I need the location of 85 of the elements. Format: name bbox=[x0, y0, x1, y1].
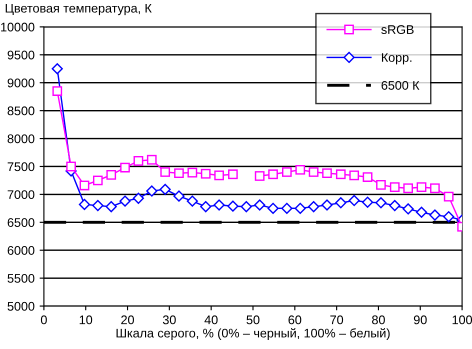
legend-label: Корр. bbox=[382, 53, 412, 64]
x-axis-title: Шкала серого, % (0% – черный, 100% – белый) bbox=[116, 328, 390, 340]
point bbox=[227, 200, 239, 212]
point bbox=[78, 198, 90, 210]
y-tick-label: 6500 bbox=[8, 218, 34, 227]
point bbox=[267, 202, 279, 214]
point bbox=[92, 176, 103, 186]
point bbox=[200, 201, 212, 212]
y-tick-label: 6000 bbox=[8, 246, 34, 255]
y-tick-label: 10000 bbox=[1, 22, 34, 32]
point bbox=[240, 201, 252, 212]
point bbox=[228, 169, 238, 180]
point bbox=[132, 192, 144, 204]
point bbox=[416, 206, 428, 218]
x-tick-label: 30 bbox=[162, 315, 176, 324]
y-tick-label: 5000 bbox=[8, 302, 34, 311]
point bbox=[429, 209, 441, 221]
point bbox=[106, 170, 116, 180]
point bbox=[281, 202, 292, 214]
point bbox=[336, 169, 346, 180]
point bbox=[416, 182, 426, 192]
x-tick-label: 60 bbox=[288, 315, 302, 324]
point bbox=[254, 171, 265, 181]
point bbox=[335, 197, 346, 208]
point bbox=[308, 167, 318, 177]
point bbox=[282, 167, 292, 177]
point bbox=[106, 201, 117, 212]
y-tick-label: 5500 bbox=[8, 274, 34, 283]
x-tick-label: 0 bbox=[40, 315, 47, 324]
point bbox=[186, 195, 198, 207]
point bbox=[389, 200, 400, 212]
point bbox=[390, 182, 400, 192]
legend-label: 6500 К bbox=[382, 80, 420, 90]
point bbox=[120, 162, 130, 172]
point bbox=[348, 194, 360, 206]
y-tick-label: 9500 bbox=[8, 50, 34, 60]
point bbox=[295, 164, 306, 175]
x-tick-label: 70 bbox=[330, 315, 344, 324]
point bbox=[119, 195, 131, 207]
point bbox=[362, 196, 374, 208]
point bbox=[321, 199, 333, 211]
point bbox=[444, 192, 454, 202]
legend-label: sRGB bbox=[381, 25, 414, 34]
point bbox=[160, 184, 171, 195]
y-tick-label: 7500 bbox=[8, 162, 34, 172]
point bbox=[322, 168, 332, 178]
point bbox=[349, 170, 360, 180]
point bbox=[443, 211, 454, 222]
point bbox=[403, 183, 414, 194]
point bbox=[66, 162, 76, 172]
x-tick-label: 10 bbox=[80, 315, 92, 324]
point bbox=[254, 199, 266, 211]
point bbox=[80, 180, 90, 190]
point bbox=[376, 180, 386, 190]
y-tick-label: 9000 bbox=[8, 78, 34, 88]
x-tick-label: 100 bbox=[452, 315, 472, 324]
point bbox=[430, 183, 440, 194]
point bbox=[308, 201, 320, 212]
point bbox=[187, 168, 198, 178]
point bbox=[294, 202, 306, 214]
y-tick-label: 8500 bbox=[8, 106, 34, 116]
x-tick-label: 20 bbox=[121, 315, 134, 324]
point bbox=[52, 86, 62, 96]
y-tick-label: 8000 bbox=[8, 134, 34, 144]
point bbox=[375, 197, 387, 208]
point bbox=[160, 167, 170, 177]
point bbox=[402, 203, 414, 215]
point bbox=[134, 156, 144, 166]
point bbox=[200, 168, 211, 179]
point bbox=[173, 190, 185, 202]
point bbox=[214, 199, 225, 211]
point bbox=[214, 170, 224, 180]
point bbox=[146, 154, 157, 165]
point bbox=[92, 200, 104, 212]
chart-title: Цветовая температура, К bbox=[6, 4, 152, 16]
x-tick-label: 80 bbox=[372, 315, 385, 324]
point bbox=[268, 169, 278, 180]
point bbox=[174, 168, 184, 178]
x-tick-label: 90 bbox=[414, 315, 427, 324]
point bbox=[146, 185, 158, 197]
point bbox=[362, 172, 372, 182]
point bbox=[52, 63, 63, 74]
x-tick-label: 40 bbox=[204, 315, 218, 324]
y-tick-label: 7000 bbox=[8, 190, 34, 200]
x-tick-label: 50 bbox=[246, 315, 260, 324]
